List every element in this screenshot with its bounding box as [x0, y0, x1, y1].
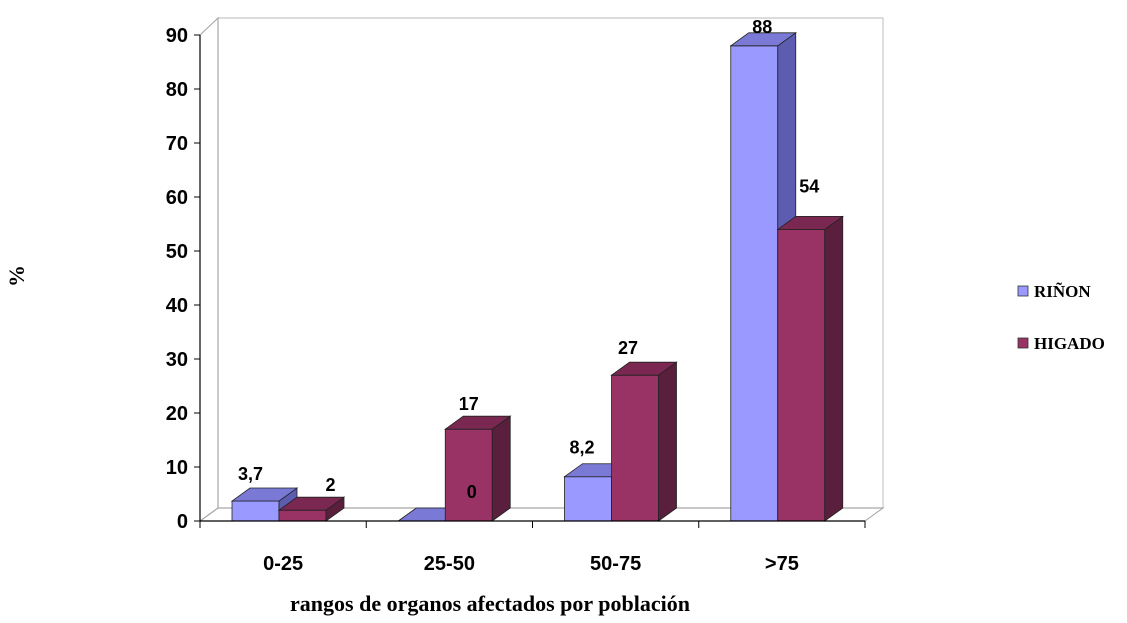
bar-top — [277, 496, 346, 511]
bar-top — [444, 415, 512, 430]
x-tick-label: 25-50 — [424, 553, 475, 575]
x-axis-label: rangos de organos afectados por població… — [290, 591, 690, 616]
bar-front — [611, 374, 659, 522]
y-tick-label: 20 — [166, 403, 188, 425]
data-label: 3,7 — [238, 464, 263, 484]
bar-top — [776, 215, 844, 230]
legend: RIÑON HIGADO — [1017, 282, 1105, 353]
legend-label-higado: HIGADO — [1034, 334, 1105, 353]
bar-higado-2 — [610, 361, 678, 522]
data-label: 0 — [467, 482, 477, 502]
bar-side — [491, 415, 511, 522]
y-tick-label: 90 — [166, 25, 188, 47]
bar-top — [729, 32, 797, 47]
y-tick-label: 80 — [166, 79, 188, 101]
side-wall — [199, 16, 219, 522]
x-tick-label: 50-75 — [590, 553, 641, 575]
data-label: 88 — [752, 17, 772, 37]
data-label: 27 — [618, 338, 638, 358]
y-tick-label: 30 — [166, 349, 188, 371]
y-tick-label: 50 — [166, 241, 188, 263]
legend-swatch-higado — [1017, 337, 1029, 349]
bar-front — [564, 476, 612, 522]
bar-front — [730, 45, 779, 522]
data-label: 17 — [459, 394, 479, 414]
data-label: 54 — [799, 176, 819, 196]
bar-higado-1 — [444, 415, 512, 522]
bar-front — [444, 428, 493, 522]
data-label: 8,2 — [569, 438, 594, 458]
y-tick-label: 40 — [166, 295, 188, 317]
y-tick-label: 60 — [166, 187, 188, 209]
legend-label-rinon: RIÑON — [1034, 282, 1091, 301]
bars — [230, 32, 844, 522]
x-tick-label: >75 — [765, 553, 799, 575]
bar-higado-0 — [277, 496, 346, 522]
y-tick-label: 0 — [177, 511, 188, 533]
y-tick-label: 10 — [166, 457, 188, 479]
bar-top — [230, 487, 299, 502]
bar-top — [610, 361, 678, 376]
bar-front — [777, 228, 826, 522]
bar-higado-3 — [776, 215, 844, 522]
data-labels: 3,7 2 0 17 8,2 27 88 54 — [238, 17, 819, 502]
y-tick-label: 70 — [166, 133, 188, 155]
data-label: 2 — [325, 475, 335, 495]
legend-swatch-rinon — [1017, 285, 1029, 297]
bar-front — [278, 509, 327, 522]
bar-side — [824, 215, 844, 522]
y-axis-label: % — [4, 265, 29, 287]
bar-front — [231, 500, 280, 522]
x-tick-label: 0-25 — [263, 553, 303, 575]
bar-side — [658, 361, 677, 522]
